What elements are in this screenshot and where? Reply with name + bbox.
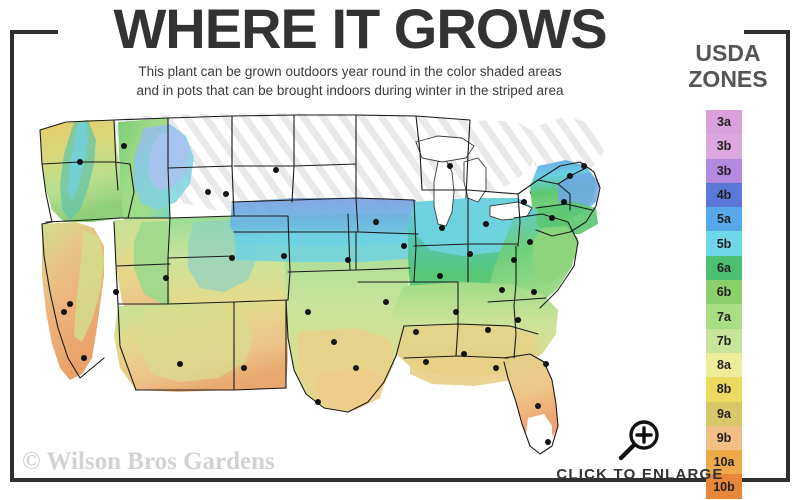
legend-zone-7b: 7b xyxy=(706,328,742,353)
page-title: WHERE IT GROWS xyxy=(113,0,607,60)
state-boundaries xyxy=(39,114,601,455)
legend-zone-3b: 3b xyxy=(706,158,742,183)
region-gulf-coast-warm xyxy=(410,354,528,386)
legend-zone-label: 5a xyxy=(717,212,731,227)
region-mid-atlantic-coast xyxy=(532,226,578,284)
legend-zone-label: 10b xyxy=(713,479,735,494)
legend-zone-4b: 4b xyxy=(706,182,742,208)
frame-bottom-edge xyxy=(10,478,790,482)
frame-left-edge xyxy=(10,30,14,482)
legend-zone-label: 8a xyxy=(717,358,731,373)
city-dots xyxy=(61,143,587,445)
legend-zone-label: 4b xyxy=(716,188,732,203)
legend-zone-5b: 5b xyxy=(706,231,742,256)
legend-zone-label: 6a xyxy=(717,260,731,275)
legend-zone-label: 10a xyxy=(713,455,735,470)
legend-zone-label: 7b xyxy=(716,333,732,348)
legend-zone-6a: 6a xyxy=(706,255,742,281)
legend-zone-9a: 9a xyxy=(706,401,742,426)
region-southwest-highlands xyxy=(140,306,254,382)
legend-heading-line-2: ZONES xyxy=(688,66,768,92)
legend-zone-7a: 7a xyxy=(706,304,742,329)
legend-zone-label: 3a xyxy=(717,115,731,130)
subtitle-line-2: and in pots that can be brought indoors … xyxy=(136,83,564,98)
legend-zone-label: 7a xyxy=(717,309,731,324)
frame-right-edge xyxy=(786,30,790,482)
region-southern-new-england xyxy=(536,202,598,234)
hardiness-zone-map[interactable] xyxy=(18,106,658,466)
legend-zone-8a: 8a xyxy=(706,352,742,378)
legend-zone-label: 3b xyxy=(716,163,732,178)
legend-zone-label: 9b xyxy=(716,431,732,445)
legend-zone-label: 5b xyxy=(716,236,732,251)
region-rockies-cold-core xyxy=(148,132,190,190)
legend-zone-strip: 3a 3b 3b 4b 5a 5b 6a 6b 7a 7b 8a 8b 9a 9b 10a 10b xyxy=(706,110,742,499)
legend-zone-3b: 3b xyxy=(706,134,742,159)
legend-zone-label: 6b xyxy=(716,285,732,300)
region-texas-coastal-warm xyxy=(318,368,386,410)
legend-zone-label: 8b xyxy=(716,382,732,397)
legend-zone-10a: 10a xyxy=(706,450,742,475)
subtitle: This plant can be grown outdoors year ro… xyxy=(40,62,660,100)
magnifier-plus-icon[interactable] xyxy=(617,418,663,464)
legend-zone-9b: 9b xyxy=(706,425,742,451)
region-south-florida-excluded xyxy=(526,414,552,454)
region-sierra-nevada-cool xyxy=(74,230,104,342)
frame-top-right-segment xyxy=(744,30,790,34)
legend-zone-label: 9a xyxy=(717,406,731,421)
legend-zone-3a: 3a xyxy=(706,110,742,135)
legend-zone-6b: 6b xyxy=(706,280,742,305)
region-central-plains-cool-lower xyxy=(234,232,420,262)
frame-top-left-segment xyxy=(10,30,58,34)
legend-zone-5a: 5a xyxy=(706,207,742,232)
legend-heading-line-1: USDA xyxy=(695,40,761,66)
watermark-credit: © Wilson Bros Gardens xyxy=(22,448,275,475)
click-to-enlarge-label[interactable]: CLICK TO ENLARGE xyxy=(556,466,724,483)
legend-zone-8b: 8b xyxy=(706,377,742,402)
legend-zone-label: 3b xyxy=(716,139,732,154)
lake-superior xyxy=(415,135,475,163)
subtitle-line-1: This plant can be grown outdoors year ro… xyxy=(138,64,562,79)
legend-zone-10b: 10b xyxy=(706,474,742,499)
map-regions xyxy=(40,113,604,454)
legend-heading: USDA ZONES xyxy=(668,40,788,92)
